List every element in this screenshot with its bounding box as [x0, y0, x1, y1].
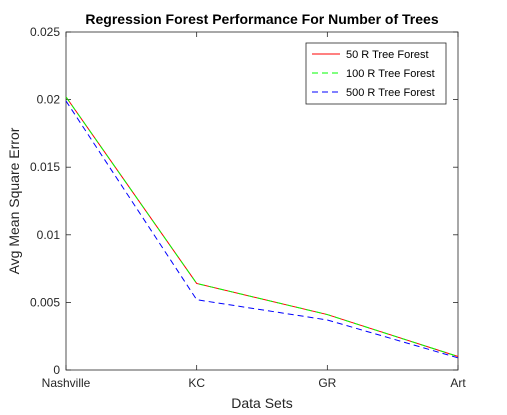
y-tick-label: 0.005 — [30, 295, 60, 309]
x-tick-label: Nashville — [42, 376, 91, 390]
legend-label-1: 50 R Tree Forest — [346, 49, 429, 61]
series-line-2 — [65, 96, 459, 357]
x-tick-label: Art — [450, 376, 466, 390]
x-tick-label: KC — [188, 376, 205, 390]
y-tick-label: 0.015 — [30, 160, 60, 174]
x-tick-label: GR — [318, 376, 336, 390]
y-tick-label: 0 — [53, 363, 60, 377]
legend: 50 R Tree Forest 100 R Tree Forest 500 R T… — [305, 42, 447, 105]
x-axis-label: Data Sets — [231, 395, 292, 411]
legend-box — [305, 42, 447, 105]
y-tick-label: 0.02 — [37, 93, 61, 107]
y-tick-label: 0.025 — [30, 25, 60, 39]
y-tick-label: 0.01 — [37, 228, 61, 242]
chart-title: Regression Forest Performance For Number… — [85, 11, 438, 27]
legend-label-2: 100 R Tree Forest — [346, 68, 435, 80]
series-line-3 — [65, 100, 459, 359]
legend-label-3: 500 R Tree Forest — [346, 87, 435, 99]
y-axis-label: Avg Mean Square Error — [6, 127, 22, 274]
